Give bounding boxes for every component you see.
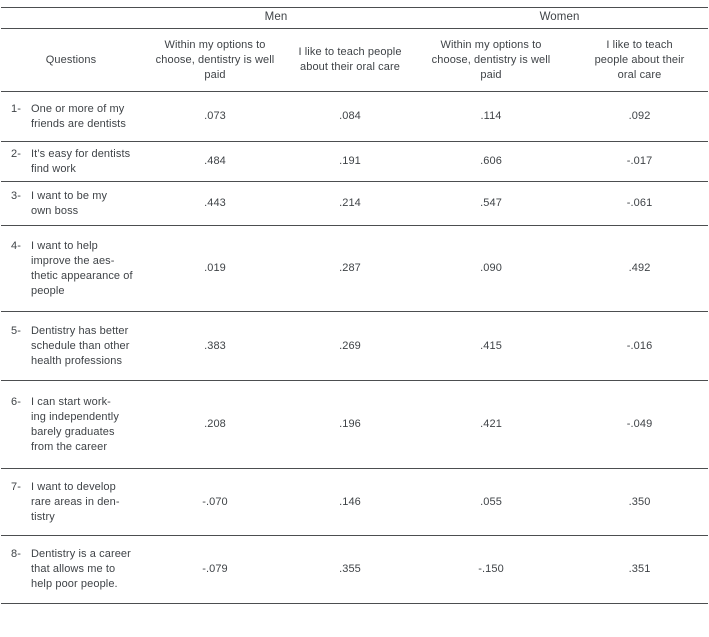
question-text: Dentistry is a career that allows me to …	[31, 548, 131, 590]
col-header-women-paid: Within my options to choose, dentistry i…	[411, 28, 572, 92]
cell-men-paid: .484	[141, 141, 289, 182]
cell-women-teach: .350	[571, 468, 709, 536]
table-row-1: 1- One or more of my friends are dentist…	[1, 91, 709, 142]
question-number: 7-	[11, 480, 21, 493]
question-cell: 3- I want to be my own boss	[1, 181, 141, 226]
question-cell: 1- One or more of my friends are dentist…	[1, 91, 141, 142]
cell-women-teach: -.049	[571, 380, 709, 469]
cell-women-paid: .055	[411, 468, 572, 536]
question-text: Dentistry has better schedule than other…	[31, 324, 130, 367]
cell-men-paid: .383	[141, 311, 289, 381]
group-header-row: Men Women	[1, 7, 709, 29]
cell-women-paid: .606	[411, 141, 572, 182]
col-header-women-teach: I like to teach people about their oral …	[571, 28, 709, 92]
question-text: One or more of my friends are dentists	[31, 102, 126, 130]
question-text: I want to develop rare areas in den- tis…	[31, 480, 120, 523]
correlation-table: Men Women Questions Within my options to…	[1, 7, 709, 604]
question-cell: 5- Dentistry has better schedule than ot…	[1, 311, 141, 381]
cell-men-teach: .191	[289, 141, 412, 182]
cell-men-teach: .287	[289, 225, 412, 312]
cell-men-paid: .443	[141, 181, 289, 226]
cell-men-paid: .019	[141, 225, 289, 312]
table-row-2: 2- It’s easy for dentists find work .484…	[1, 141, 709, 182]
question-text: I want to help improve the aes- thetic a…	[31, 239, 133, 297]
table-row-7: 7- I want to develop rare areas in den- …	[1, 468, 709, 536]
table-row-3: 3- I want to be my own boss .443 .214 .5…	[1, 181, 709, 226]
cell-men-paid: .073	[141, 91, 289, 142]
question-text: I can start work- ing independently bare…	[31, 395, 119, 453]
cell-men-teach: .084	[289, 91, 412, 142]
cell-men-teach: .146	[289, 468, 412, 536]
question-number: 5-	[11, 324, 21, 337]
cell-men-paid: -.070	[141, 468, 289, 536]
table-row-5: 5- Dentistry has better schedule than ot…	[1, 311, 709, 381]
cell-men-paid: .208	[141, 380, 289, 469]
cell-men-teach: .269	[289, 311, 412, 381]
question-text: It’s easy for dentists find work	[31, 147, 131, 175]
table-row-4: 4- I want to help improve the aes- theti…	[1, 225, 709, 312]
question-number: 3-	[11, 189, 21, 202]
cell-women-teach: .492	[571, 225, 709, 312]
col-header-men-teach: I like to teach people about their oral …	[289, 28, 412, 92]
cell-men-teach: .214	[289, 181, 412, 226]
group-header-spacer	[1, 7, 141, 29]
question-cell: 4- I want to help improve the aes- theti…	[1, 225, 141, 312]
question-cell: 8- Dentistry is a career that allows me …	[1, 535, 141, 604]
question-number: 8-	[11, 548, 21, 560]
question-text: I want to be my own boss	[31, 189, 108, 217]
cell-women-teach: .351	[571, 535, 709, 604]
group-header-men: Men	[141, 7, 412, 29]
cell-men-teach: .196	[289, 380, 412, 469]
cell-men-paid: -.079	[141, 535, 289, 604]
col-header-questions: Questions	[1, 28, 141, 92]
table-row-6: 6- I can start work- ing independently b…	[1, 380, 709, 469]
cell-women-paid: .421	[411, 380, 572, 469]
cell-women-paid: .114	[411, 91, 572, 142]
col-header-men-paid: Within my options to choose, dentistry i…	[141, 28, 289, 92]
group-header-women: Women	[411, 7, 709, 29]
cell-women-paid: .090	[411, 225, 572, 312]
question-cell: 2- It’s easy for dentists find work	[1, 141, 141, 182]
table-row-8: 8- Dentistry is a career that allows me …	[1, 535, 709, 604]
question-number: 6-	[11, 395, 21, 408]
cell-women-teach: -.017	[571, 141, 709, 182]
question-number: 2-	[11, 147, 21, 160]
column-header-row: Questions Within my options to choose, d…	[1, 28, 709, 92]
cell-men-teach: .355	[289, 535, 412, 604]
cell-women-teach: .092	[571, 91, 709, 142]
cell-women-paid: .547	[411, 181, 572, 226]
question-number: 4-	[11, 239, 21, 252]
cell-women-teach: -.016	[571, 311, 709, 381]
cell-women-paid: -.150	[411, 535, 572, 604]
cell-women-paid: .415	[411, 311, 572, 381]
question-cell: 6- I can start work- ing independently b…	[1, 380, 141, 469]
question-cell: 7- I want to develop rare areas in den- …	[1, 468, 141, 536]
question-number: 1-	[11, 102, 21, 115]
cell-women-teach: -.061	[571, 181, 709, 226]
